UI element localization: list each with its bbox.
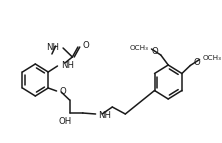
Text: NH: NH: [46, 42, 59, 51]
Text: OH: OH: [58, 117, 71, 126]
Text: NH: NH: [61, 60, 74, 69]
Text: O: O: [193, 58, 200, 67]
Text: O: O: [59, 87, 66, 96]
Text: OCH₃: OCH₃: [130, 45, 149, 51]
Text: NH: NH: [98, 112, 111, 121]
Text: O: O: [151, 47, 158, 56]
Text: O: O: [83, 40, 89, 49]
Text: OCH₃: OCH₃: [202, 55, 221, 61]
